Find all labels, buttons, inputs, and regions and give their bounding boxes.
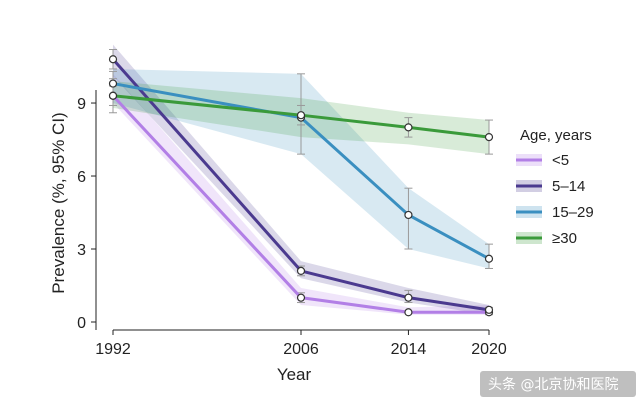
- data-point-5-14-2006: [296, 266, 306, 276]
- x-tick-label-2014: 2014: [391, 341, 427, 358]
- data-point-5-14-2020: [484, 305, 494, 314]
- data-point-15-29-2014: [404, 210, 413, 220]
- legend-item-ge30: ≥30: [516, 230, 577, 247]
- data-point-5-14-2014: [404, 293, 413, 302]
- data-point-5-14-1992: [108, 55, 118, 64]
- y-tick-label-6: 6: [77, 169, 86, 186]
- data-point-ge30-2006: [296, 111, 306, 120]
- data-point-lt5-2014: [404, 308, 413, 317]
- legend-item-lt5: <5: [516, 152, 569, 169]
- legend-item-15-29: 15–29: [516, 204, 594, 221]
- series-line-15-29: [112, 82, 490, 261]
- legend-label-lt5: <5: [552, 152, 569, 169]
- watermark-text: 头条 @北京协和医院: [488, 376, 618, 393]
- legend-label-5-14: 5–14: [552, 178, 585, 195]
- x-tick-label-2020: 2020: [471, 341, 507, 358]
- series-line-ge30: [112, 94, 490, 139]
- y-tick-label-3: 3: [77, 242, 86, 259]
- data-point-ge30-2020: [484, 132, 494, 142]
- ci-band-15-29: [113, 68, 489, 269]
- legend-label-ge30: ≥30: [552, 230, 577, 247]
- legend-title: Age, years: [520, 127, 592, 144]
- data-point-ge30-1992: [108, 91, 118, 100]
- series-line-5-14: [111, 58, 490, 312]
- legend-item-5-14: 5–14: [516, 178, 585, 195]
- data-point-ge30-2014: [404, 123, 413, 132]
- series-line-lt5: [111, 94, 489, 314]
- y-tick-label-9: 9: [77, 96, 86, 113]
- y-tick-label-0: 0: [77, 315, 86, 332]
- x-axis-ticks: 1992 2006 2014 2020: [95, 330, 507, 358]
- x-tick-label-2006: 2006: [283, 341, 319, 358]
- watermark: 头条 @北京协和医院: [480, 371, 636, 397]
- y-axis-ticks: 0 3 6 9: [77, 96, 96, 332]
- data-point-15-29-1992: [108, 79, 118, 88]
- legend: <5 5–14 15–29 ≥30: [516, 152, 594, 247]
- data-points: [108, 55, 494, 317]
- data-point-15-29-2020: [484, 254, 494, 263]
- x-axis-title: Year: [277, 365, 312, 384]
- x-tick-label-1992: 1992: [95, 341, 131, 358]
- data-point-lt5-2006: [296, 293, 306, 302]
- legend-label-15-29: 15–29: [552, 204, 594, 221]
- series-lines: [111, 58, 490, 314]
- watermark-background: [480, 371, 636, 397]
- y-axis-title: Prevalence (%, 95% CI): [49, 112, 68, 293]
